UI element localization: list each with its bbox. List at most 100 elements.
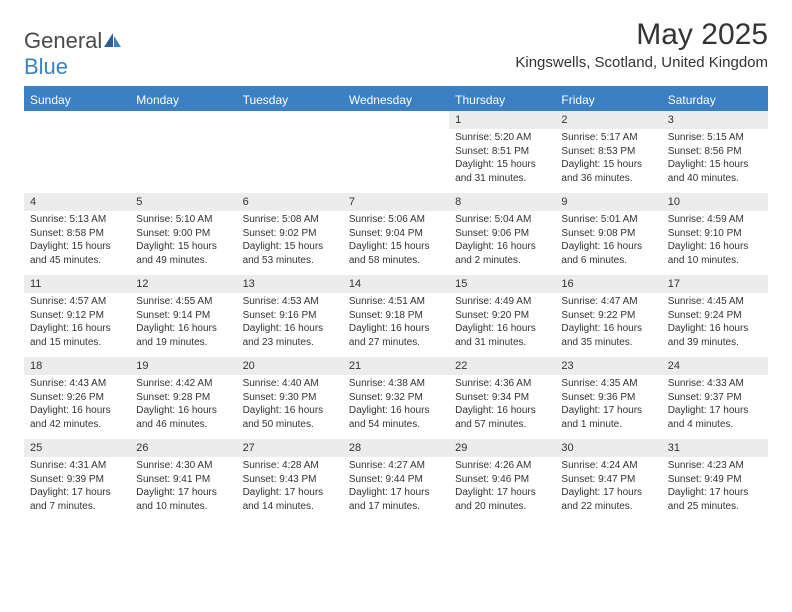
day2-text: and 36 minutes. (561, 172, 655, 186)
day-detail-cell: Sunrise: 4:40 AMSunset: 9:30 PMDaylight:… (237, 375, 343, 439)
day1-text: Daylight: 16 hours (455, 404, 549, 418)
brand-logo: GeneralBlue (24, 28, 122, 80)
sunset-text: Sunset: 9:08 PM (561, 227, 655, 241)
day-detail-cell: Sunrise: 5:13 AMSunset: 8:58 PMDaylight:… (24, 211, 130, 275)
daynum-cell: 12 (130, 275, 236, 293)
week-4-detail-row: Sunrise: 4:31 AMSunset: 9:39 PMDaylight:… (24, 457, 768, 521)
daynum-cell: 7 (343, 193, 449, 211)
sunrise-text: Sunrise: 4:57 AM (30, 295, 124, 309)
daynum-cell: 9 (555, 193, 661, 211)
daynum-cell: 4 (24, 193, 130, 211)
daynum-cell: 23 (555, 357, 661, 375)
day2-text: and 25 minutes. (668, 500, 762, 514)
day1-text: Daylight: 16 hours (668, 322, 762, 336)
sunrise-text: Sunrise: 4:27 AM (349, 459, 443, 473)
day-detail-cell: Sunrise: 4:30 AMSunset: 9:41 PMDaylight:… (130, 457, 236, 521)
day-header-monday: Monday (130, 89, 236, 111)
day-detail-cell (237, 129, 343, 193)
week-2-detail-row: Sunrise: 4:57 AMSunset: 9:12 PM Daylight:… (24, 293, 768, 357)
daynum-cell: 15 (449, 275, 555, 293)
daynum-cell: 19 (130, 357, 236, 375)
day-header-saturday: Saturday (662, 89, 768, 111)
day1-text: Daylight: 17 hours (30, 486, 124, 500)
day2-text: and 7 minutes. (30, 500, 124, 514)
calendar: SundayMondayTuesdayWednesdayThursdayFrid… (24, 86, 768, 521)
sunrise-text: Sunrise: 5:10 AM (136, 213, 230, 227)
sunrise-text: Sunrise: 4:49 AM (455, 295, 549, 309)
day-detail-cell: Sunrise: 4:33 AMSunset: 9:37 PMDaylight:… (662, 375, 768, 439)
sunset-text: Sunset: 8:53 PM (561, 145, 655, 159)
day-detail-cell: Sunrise: 4:43 AMSunset: 9:26 PMDaylight:… (24, 375, 130, 439)
sunrise-text: Sunrise: 4:36 AM (455, 377, 549, 391)
day-detail-cell: Sunrise: 4:51 AMSunset: 9:18 PMDaylight:… (343, 293, 449, 357)
day2-text: and 50 minutes. (243, 418, 337, 432)
sunset-text: Sunset: 9:37 PM (668, 391, 762, 405)
day-detail-cell: Sunrise: 5:04 AMSunset: 9:06 PMDaylight:… (449, 211, 555, 275)
brand-name: GeneralBlue (24, 28, 122, 80)
daynum-cell: 20 (237, 357, 343, 375)
sunset-text: Sunset: 9:12 PM (30, 309, 124, 323)
sunset-text: Sunset: 9:49 PM (668, 473, 762, 487)
daynum-cell: 24 (662, 357, 768, 375)
sunset-text: Sunset: 9:06 PM (455, 227, 549, 241)
day1-text: Daylight: 16 hours (455, 240, 549, 254)
sunset-text: Sunset: 9:20 PM (455, 309, 549, 323)
daynum-cell (24, 111, 130, 129)
day-detail-cell: Sunrise: 5:15 AMSunset: 8:56 PMDaylight:… (662, 129, 768, 193)
sunrise-text: Sunrise: 4:23 AM (668, 459, 762, 473)
daynum-cell: 10 (662, 193, 768, 211)
day1-text: Daylight: 16 hours (243, 404, 337, 418)
day1-text: Daylight: 17 hours (455, 486, 549, 500)
sunrise-text: Sunrise: 4:35 AM (561, 377, 655, 391)
day-detail-cell: Sunrise: 4:42 AMSunset: 9:28 PMDaylight:… (130, 375, 236, 439)
sunset-text: Sunset: 9:44 PM (349, 473, 443, 487)
day1-text: Daylight: 16 hours (136, 322, 230, 336)
day2-text: and 6 minutes. (561, 254, 655, 268)
day1-text: Daylight: 15 hours (349, 240, 443, 254)
daynum-cell: 5 (130, 193, 236, 211)
day1-text: Daylight: 17 hours (561, 486, 655, 500)
daynum-cell: 14 (343, 275, 449, 293)
daynum-cell: 26 (130, 439, 236, 457)
day1-text: Daylight: 16 hours (455, 322, 549, 336)
day2-text: and 23 minutes. (243, 336, 337, 350)
daynum-cell: 8 (449, 193, 555, 211)
daynum-cell: 17 (662, 275, 768, 293)
month-title: May 2025 (515, 18, 768, 52)
day1-text: Daylight: 15 hours (243, 240, 337, 254)
sunset-text: Sunset: 9:16 PM (243, 309, 337, 323)
sunset-text: Sunset: 9:18 PM (349, 309, 443, 323)
day2-text: and 17 minutes. (349, 500, 443, 514)
sunrise-text: Sunrise: 5:17 AM (561, 131, 655, 145)
sunset-text: Sunset: 9:04 PM (349, 227, 443, 241)
day-detail-cell (343, 129, 449, 193)
daynum-cell: 2 (555, 111, 661, 129)
sunrise-text: Sunrise: 4:53 AM (243, 295, 337, 309)
day-detail-cell (24, 129, 130, 193)
brand-name-1: General (24, 28, 102, 53)
day1-text: Daylight: 16 hours (349, 322, 443, 336)
sunrise-text: Sunrise: 4:30 AM (136, 459, 230, 473)
sunset-text: Sunset: 8:51 PM (455, 145, 549, 159)
day1-text: Daylight: 16 hours (561, 240, 655, 254)
day1-text: Daylight: 16 hours (349, 404, 443, 418)
day-detail-cell: Sunrise: 4:26 AMSunset: 9:46 PMDaylight:… (449, 457, 555, 521)
daynum-cell: 22 (449, 357, 555, 375)
sunrise-text: Sunrise: 4:28 AM (243, 459, 337, 473)
day2-text: and 53 minutes. (243, 254, 337, 268)
sunrise-text: Sunrise: 4:33 AM (668, 377, 762, 391)
daynum-cell: 6 (237, 193, 343, 211)
day2-text: and 4 minutes. (668, 418, 762, 432)
day2-text: and 40 minutes. (668, 172, 762, 186)
sunset-text: Sunset: 9:02 PM (243, 227, 337, 241)
day2-text: and 58 minutes. (349, 254, 443, 268)
day-detail-cell: Sunrise: 5:08 AMSunset: 9:02 PMDaylight:… (237, 211, 343, 275)
week-2-daynum-row: 11121314151617 (24, 275, 768, 293)
week-1-daynum-row: 45678910 (24, 193, 768, 211)
sunrise-text: Sunrise: 5:04 AM (455, 213, 549, 227)
day-detail-cell: Sunrise: 4:31 AMSunset: 9:39 PMDaylight:… (24, 457, 130, 521)
sunset-text: Sunset: 9:14 PM (136, 309, 230, 323)
day2-text: and 35 minutes. (561, 336, 655, 350)
day-detail-cell: Sunrise: 5:10 AMSunset: 9:00 PMDaylight:… (130, 211, 236, 275)
sunrise-text: Sunrise: 4:38 AM (349, 377, 443, 391)
